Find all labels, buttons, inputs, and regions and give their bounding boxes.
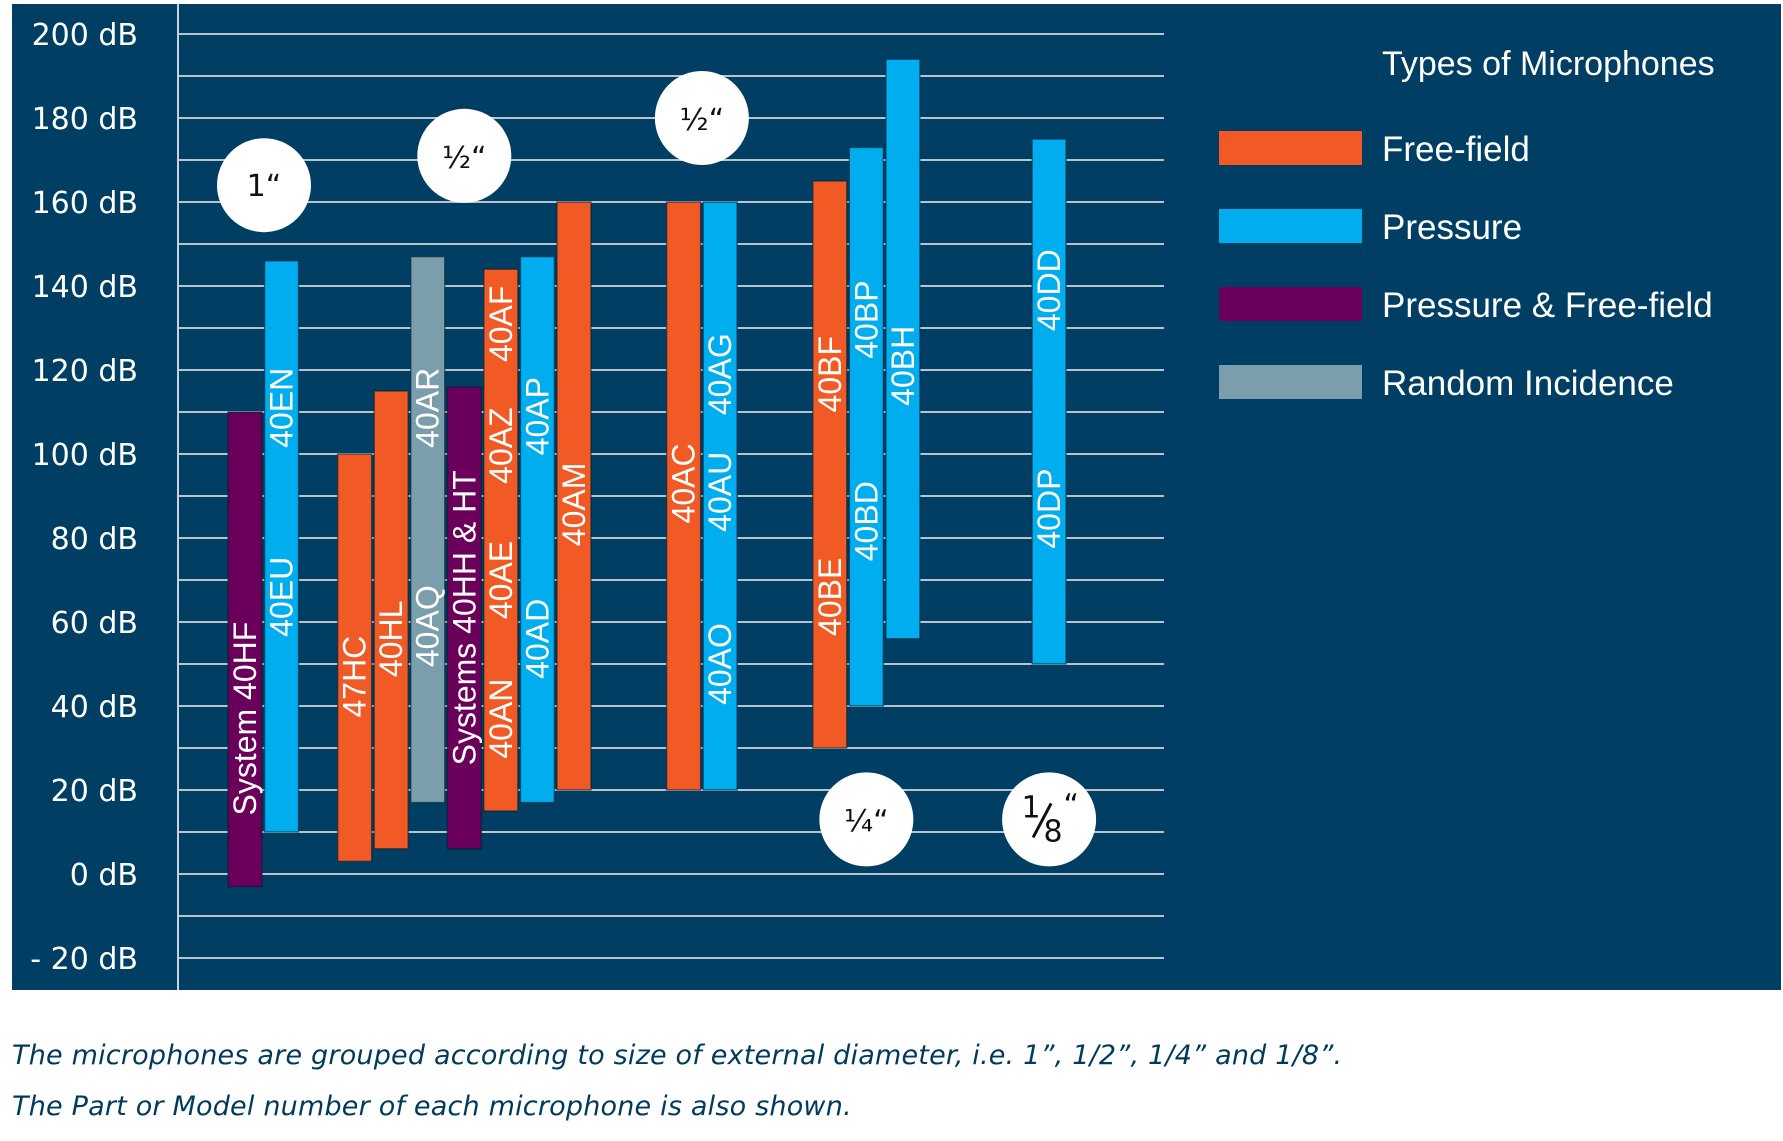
- y-tick-label: 160 dB: [32, 186, 138, 221]
- size-badge: ½“: [417, 108, 512, 203]
- badge-circle: [1002, 772, 1097, 867]
- y-tick-label: 60 dB: [51, 606, 138, 641]
- bar-model-label: 47HC: [337, 636, 373, 718]
- y-tick-label: 180 dB: [32, 102, 138, 137]
- legend-label: Free-field: [1382, 130, 1530, 169]
- size-badges: 1“½“½“¼“ 18“: [217, 71, 1097, 867]
- legend-label: Pressure: [1382, 208, 1522, 247]
- caption-line-1: The microphones are grouped according to…: [12, 1040, 1343, 1071]
- badge-label: 1“: [247, 169, 282, 204]
- size-badge: 1“: [217, 138, 311, 233]
- bar-free-field: [336, 453, 373, 863]
- bar-model-label: 40AP: [519, 377, 555, 455]
- bar-model-label: 40DD: [1031, 249, 1067, 331]
- badge-numerator: 1: [1022, 790, 1041, 825]
- badge-fraction-bar: [1031, 802, 1053, 839]
- bar-model-label: 40AF: [483, 286, 519, 362]
- bar-free-field: [483, 268, 519, 812]
- legend-swatch: [1219, 287, 1362, 321]
- legend-swatch: [1219, 209, 1362, 243]
- bar-pressure: [263, 260, 300, 833]
- y-tick-label: 40 dB: [51, 690, 138, 725]
- y-axis-ticks: 200 dB 180 dB 160 dB 140 dB 120 dB 100 dB 80 d…: [30, 18, 138, 977]
- bar-model-label: 40AO: [702, 623, 738, 705]
- bar-model-label: 40AD: [519, 599, 555, 679]
- badge-circle: [217, 138, 311, 233]
- y-tick-label: - 20 dB: [30, 942, 138, 977]
- caption-line-2: The Part or Model number of each microph…: [12, 1091, 852, 1122]
- caption: The microphones are grouped according to…: [12, 1030, 1342, 1132]
- bar-model-label: 40AZ: [483, 407, 519, 483]
- bar-pressure: [885, 58, 921, 640]
- y-tick-label: 100 dB: [32, 438, 138, 473]
- legend-item-pressure: Pressure: [1219, 208, 1522, 247]
- y-tick-label: 120 dB: [32, 354, 138, 389]
- bar-free-field: [812, 180, 848, 749]
- bar-model-label: 40BF: [812, 336, 848, 412]
- bar-model-label: 40BD: [848, 481, 884, 561]
- bar-model-label: 40AQ: [410, 585, 446, 667]
- bar-model-label: 40BH: [885, 326, 921, 406]
- bar-pressure: [702, 201, 738, 791]
- bar-model-label: Systems 40HH & HT: [446, 470, 482, 765]
- legend-label: Random Incidence: [1382, 364, 1674, 403]
- bar-free-field: [373, 390, 409, 850]
- bar-free-field: [556, 201, 592, 791]
- bar-model-label: 40DP: [1031, 469, 1067, 549]
- bar-random-incidence: [410, 255, 446, 804]
- y-tick-label: 140 dB: [32, 270, 138, 305]
- y-tick-label: 80 dB: [51, 522, 138, 557]
- bar-model-label: 40EN: [264, 368, 300, 448]
- y-tick-label: 0 dB: [70, 858, 138, 893]
- bar-free-field: [665, 201, 702, 791]
- bar-model-label: 40AR: [410, 368, 446, 448]
- badge-label: ½“: [442, 141, 487, 176]
- bar-model-label: 40EU: [264, 557, 300, 637]
- bar-model-label: 40BP: [848, 280, 884, 358]
- legend-item-random-incidence: Random Incidence: [1219, 364, 1674, 403]
- y-tick-label: 20 dB: [51, 774, 138, 809]
- legend-item-free-field: Free-field: [1219, 130, 1530, 169]
- badge-circle: [417, 108, 512, 203]
- bar-pressure-free-field: [227, 411, 263, 888]
- badge-circle: [654, 71, 749, 165]
- bar-pressure: [1031, 138, 1067, 665]
- bar-pressure: [848, 146, 885, 707]
- bar-model-label: 40AG: [702, 333, 738, 415]
- y-tick-label: 200 dB: [32, 18, 138, 53]
- bar-model-label: 40AC: [666, 443, 702, 523]
- legend-item-pressure-free-field: Pressure & Free-field: [1219, 286, 1713, 325]
- badge-denominator: 8: [1044, 814, 1063, 849]
- bar-pressure-free-field: [446, 386, 483, 850]
- bar-model-label: 40AU: [702, 452, 738, 532]
- legend: Types of Microphones Free-field Pressure P…: [1219, 45, 1715, 403]
- size-badge: ½“: [654, 71, 749, 165]
- size-badge: 18“: [1002, 772, 1097, 867]
- badge-label: ½“: [680, 103, 725, 138]
- legend-swatch: [1219, 365, 1362, 399]
- size-badge: ¼“: [819, 772, 914, 867]
- bar-model-label: 40AN: [483, 679, 519, 759]
- badge-circle: [819, 772, 914, 867]
- bar-pressure: [519, 255, 556, 804]
- legend-title: Types of Microphones: [1382, 45, 1715, 83]
- bar-model-label: 40HL: [373, 601, 409, 678]
- bar-model-label: System 40HF: [227, 622, 263, 816]
- badge-label: ¼“: [844, 804, 889, 839]
- legend-label: Pressure & Free-field: [1382, 286, 1713, 325]
- bar-model-label: 40BE: [812, 558, 848, 636]
- badge-inch-mark: “: [1063, 788, 1079, 823]
- bar-model-label: 40AE: [483, 541, 519, 619]
- bar-model-label: 40AM: [556, 463, 592, 547]
- legend-swatch: [1219, 131, 1362, 165]
